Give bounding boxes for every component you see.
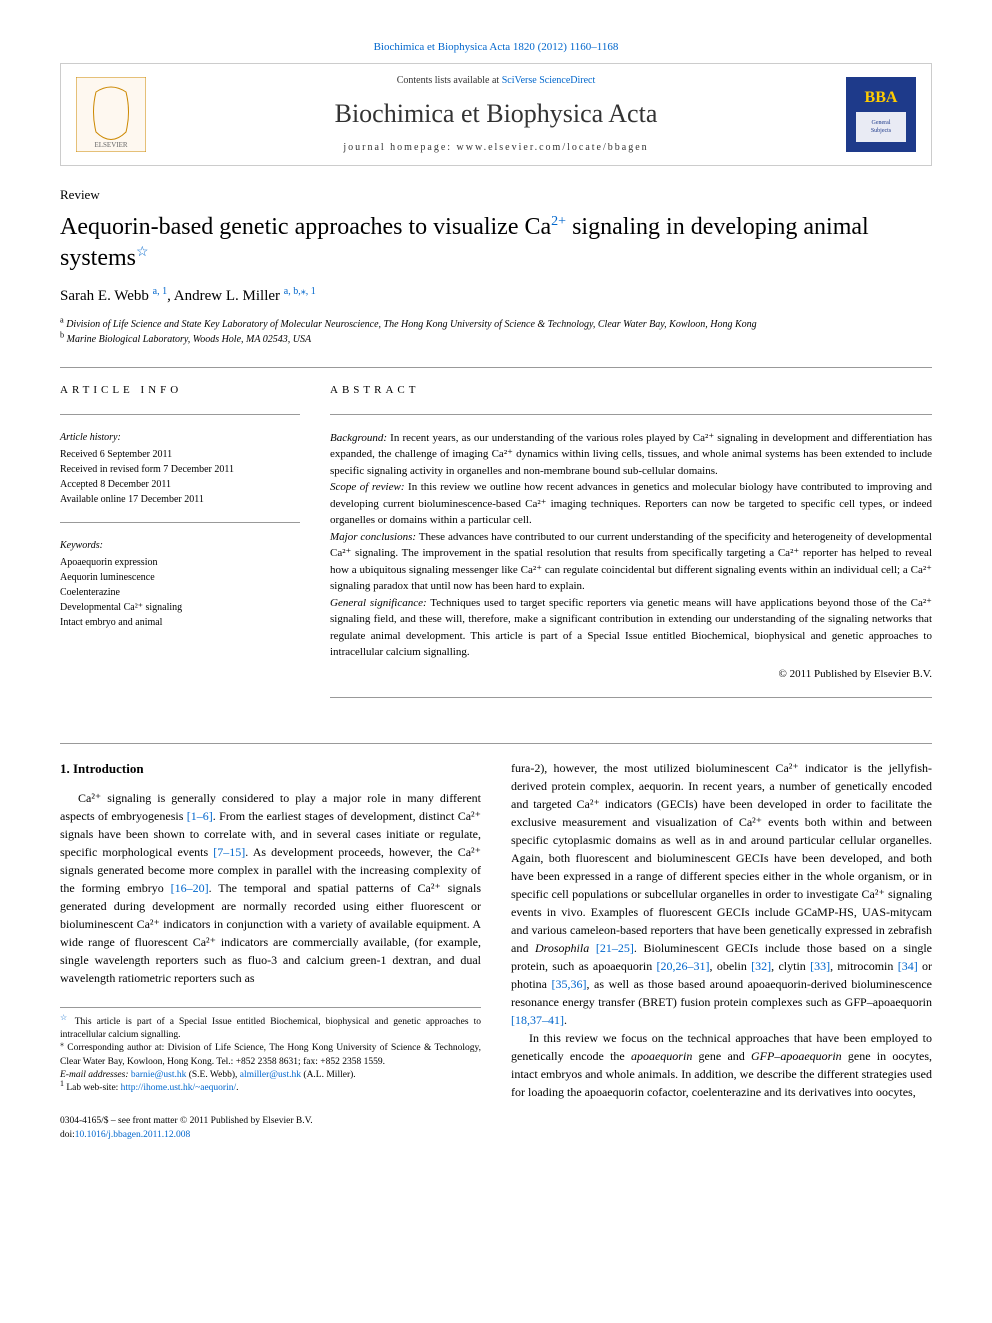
footnote-special-issue: ☆ This article is part of a Special Issu… — [60, 1016, 481, 1043]
article-history: Article history: Received 6 September 20… — [60, 430, 300, 507]
left-column: 1. Introduction Ca²⁺ signaling is genera… — [60, 759, 481, 1142]
intro-p1: Ca²⁺ signaling is generally considered t… — [60, 789, 481, 987]
history-label: Article history: — [60, 430, 300, 445]
keywords-label: Keywords: — [60, 538, 300, 553]
bottom-info: 0304-4165/$ – see front matter © 2011 Pu… — [60, 1115, 481, 1142]
background-text: In recent years, as our understanding of… — [330, 432, 932, 477]
email-label: E-mail addresses: — [60, 1070, 131, 1080]
intro-p2: fura-2), however, the most utilized biol… — [511, 759, 932, 1029]
bba-logo: BBA General Subjects — [846, 77, 916, 152]
doi-line: doi:10.1016/j.bbagen.2011.12.008 — [60, 1129, 481, 1142]
header-box: ELSEVIER Contents lists available at Sci… — [60, 63, 932, 165]
title-star-icon[interactable]: ☆ — [136, 245, 149, 260]
ref-link[interactable]: [18,37–41] — [511, 1013, 564, 1027]
general-label: General significance: — [330, 597, 427, 609]
ref-link[interactable]: [35,36] — [552, 977, 587, 991]
keyword-item: Developmental Ca²⁺ signaling — [60, 600, 300, 615]
contents-prefix: Contents lists available at — [397, 75, 502, 86]
intro-heading: 1. Introduction — [60, 759, 481, 779]
right-column: fura-2), however, the most utilized biol… — [511, 759, 932, 1142]
info-divider-1 — [60, 414, 300, 415]
ref-link[interactable]: [21–25] — [589, 941, 634, 955]
doi-link[interactable]: 10.1016/j.bbagen.2011.12.008 — [75, 1130, 190, 1140]
ref-link[interactable]: [7–15] — [213, 845, 245, 859]
footnote-email: E-mail addresses: barnie@ust.hk (S.E. We… — [60, 1069, 481, 1082]
footnotes: ☆ This article is part of a Special Issu… — [60, 1007, 481, 1096]
history-item: Available online 17 December 2011 — [60, 492, 300, 507]
keyword-item: Intact embryo and animal — [60, 615, 300, 630]
ref-link[interactable]: [20,26–31] — [657, 959, 710, 973]
article-info-heading: ARTICLE INFO — [60, 383, 300, 398]
author-2-affil[interactable]: a, b, — [284, 286, 301, 297]
title-charge: 2+ — [551, 214, 566, 229]
authors: Sarah E. Webb a, 1, Andrew L. Miller a, … — [60, 286, 932, 307]
top-citation[interactable]: Biochimica et Biophysica Acta 1820 (2012… — [60, 40, 932, 55]
major-label: Major conclusions: — [330, 531, 416, 543]
author-2-affil2[interactable]: , 1 — [306, 286, 316, 297]
article-type: Review — [60, 186, 932, 204]
abstract-column: ABSTRACT Background: In recent years, as… — [330, 383, 932, 713]
author-1-affil[interactable]: a, 1 — [153, 286, 167, 297]
info-divider-2 — [60, 522, 300, 523]
scope-text: In this review we outline how recent adv… — [330, 481, 932, 526]
ref-link[interactable]: [16–20] — [171, 881, 209, 895]
author-2: , Andrew L. Miller — [167, 288, 284, 304]
svg-text:Subjects: Subjects — [871, 128, 892, 134]
sciencedirect-link[interactable]: SciVerse ScienceDirect — [502, 75, 596, 86]
svg-text:ELSEVIER: ELSEVIER — [94, 141, 127, 149]
abstract-heading: ABSTRACT — [330, 383, 932, 398]
header-center: Contents lists available at SciVerse Sci… — [146, 74, 846, 154]
article-title: Aequorin-based genetic approaches to vis… — [60, 212, 932, 274]
ref-link[interactable]: [34] — [898, 959, 918, 973]
scope-label: Scope of review: — [330, 481, 405, 493]
body-columns: 1. Introduction Ca²⁺ signaling is genera… — [60, 759, 932, 1142]
lab-website-link[interactable]: http://ihome.ust.hk/~aequorin/ — [121, 1083, 236, 1093]
keywords: Keywords: Apoaequorin expression Aequori… — [60, 538, 300, 630]
affiliation-a: a Division of Life Science and State Key… — [60, 317, 932, 332]
email-link[interactable]: almiller@ust.hk — [240, 1070, 301, 1080]
article-info: ARTICLE INFO Article history: Received 6… — [60, 383, 300, 713]
affiliations: a Division of Life Science and State Key… — [60, 317, 932, 347]
divider — [60, 367, 932, 368]
issn-line: 0304-4165/$ – see front matter © 2011 Pu… — [60, 1115, 481, 1128]
history-item: Received in revised form 7 December 2011 — [60, 462, 300, 477]
title-main: Aequorin-based genetic approaches to vis… — [60, 214, 551, 240]
keyword-item: Coelenterazine — [60, 585, 300, 600]
main-divider — [60, 743, 932, 744]
star-icon: ☆ — [60, 1012, 70, 1021]
background-label: Background: — [330, 432, 387, 444]
ref-link[interactable]: [33] — [810, 959, 830, 973]
abstract-text: Background: In recent years, as our unde… — [330, 430, 932, 661]
ref-link[interactable]: [1–6] — [187, 809, 213, 823]
contents-list: Contents lists available at SciVerse Sci… — [146, 74, 846, 88]
history-item: Received 6 September 2011 — [60, 447, 300, 462]
elsevier-logo: ELSEVIER — [76, 77, 146, 152]
footnote-lab: 1 Lab web-site: http://ihome.ust.hk/~aeq… — [60, 1082, 481, 1095]
abstract-divider — [330, 414, 932, 415]
footnote-corresponding: ⁎ Corresponding author at: Division of L… — [60, 1042, 481, 1069]
author-1: Sarah E. Webb — [60, 288, 153, 304]
svg-text:General: General — [872, 120, 891, 126]
email-link[interactable]: barnie@ust.hk — [131, 1070, 186, 1080]
journal-title: Biochimica et Biophysica Acta — [146, 96, 846, 132]
copyright: © 2011 Published by Elsevier B.V. — [330, 667, 932, 682]
abstract-divider-2 — [330, 697, 932, 698]
keyword-item: Aequorin luminescence — [60, 570, 300, 585]
svg-text:BBA: BBA — [865, 89, 898, 106]
journal-homepage: journal homepage: www.elsevier.com/locat… — [146, 141, 846, 155]
major-text: These advances have contributed to our c… — [330, 531, 932, 593]
keyword-item: Apoaequorin expression — [60, 555, 300, 570]
intro-p3: In this review we focus on the technical… — [511, 1029, 932, 1101]
affiliation-b: b Marine Biological Laboratory, Woods Ho… — [60, 332, 932, 347]
ref-link[interactable]: [32] — [751, 959, 771, 973]
history-item: Accepted 8 December 2011 — [60, 477, 300, 492]
